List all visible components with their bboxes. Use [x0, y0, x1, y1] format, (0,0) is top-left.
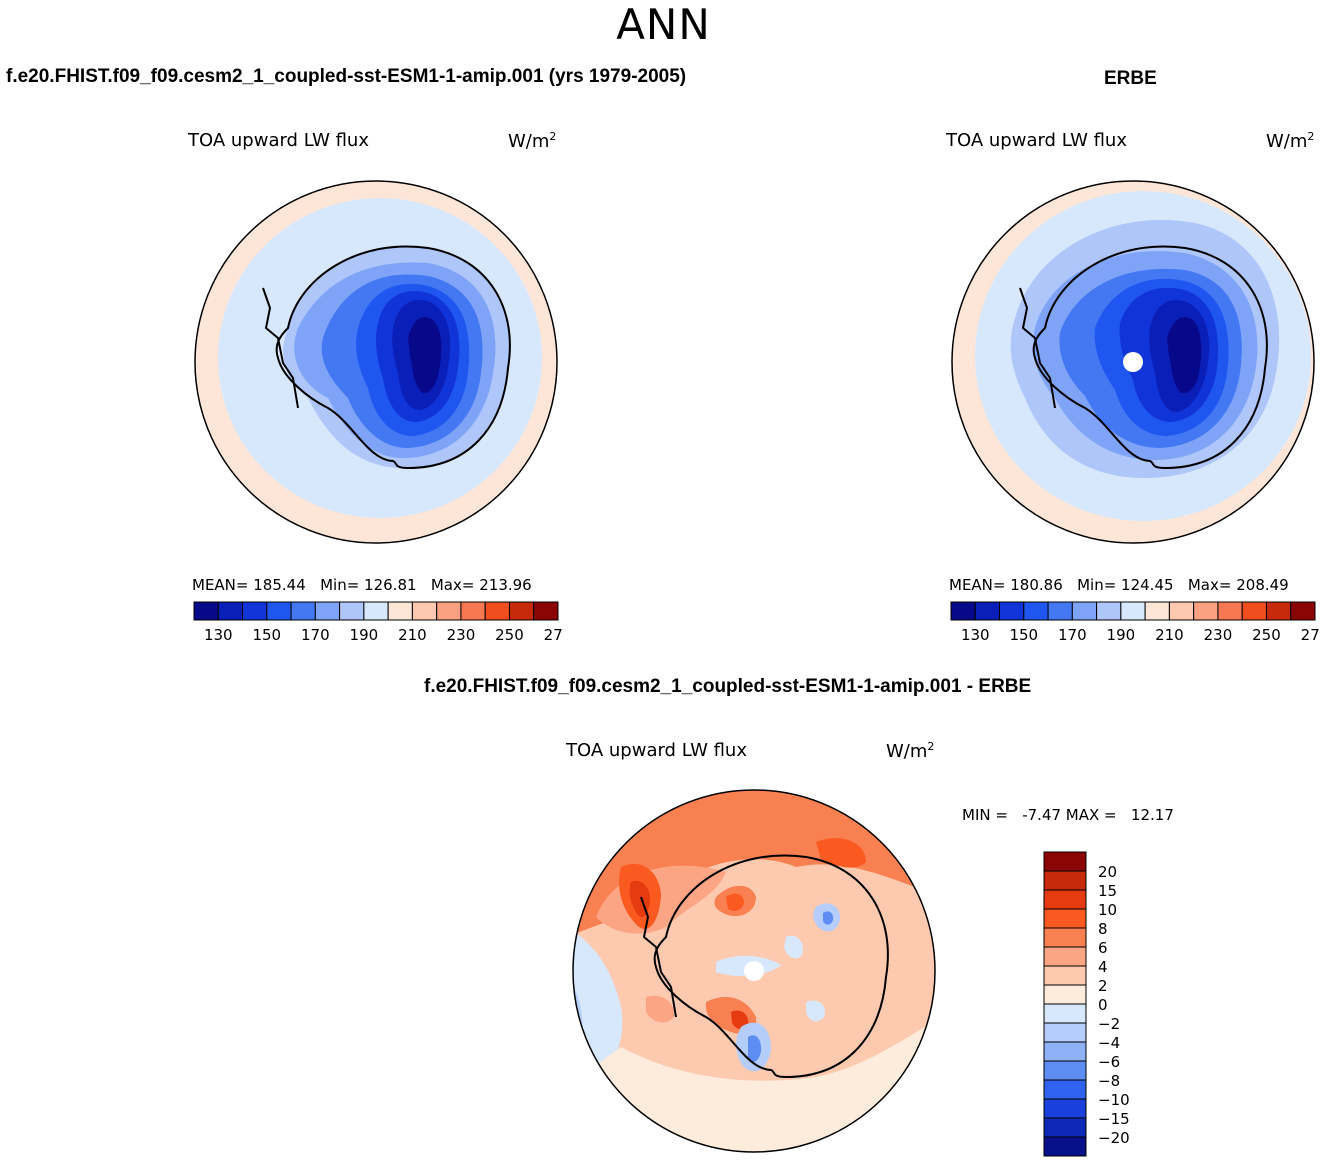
colorbar-swatch	[460, 601, 486, 621]
colorbar-swatch	[1043, 908, 1087, 929]
colorbar-tick-label: 230	[447, 626, 476, 644]
colorbar-tick-label: −10	[1098, 1091, 1130, 1109]
colorbar-tick-label: −15	[1098, 1110, 1130, 1128]
test-polar-map	[194, 180, 558, 544]
colorbar-swatch	[1290, 601, 1316, 621]
colorbar-swatch	[950, 601, 976, 621]
colorbar-swatch	[1193, 601, 1219, 621]
colorbar-swatch	[1043, 1022, 1087, 1043]
obs-colorbar: 130 150 170 190 210 230 250 270	[950, 601, 1319, 644]
colorbar-swatch	[387, 601, 413, 621]
colorbar-tick-label: 10	[1098, 901, 1117, 919]
test-units-label: W/m2	[508, 130, 557, 152]
obs-units-label: W/m2	[1266, 130, 1315, 152]
colorbar-swatch	[314, 601, 341, 621]
colorbar-swatch	[1241, 601, 1267, 621]
colorbar-swatch	[1043, 870, 1087, 891]
colorbar-swatch	[436, 601, 462, 621]
colorbar-tick-label: −20	[1098, 1129, 1130, 1147]
colorbar-swatch	[1096, 601, 1122, 621]
colorbar-tick-label: 15	[1098, 882, 1117, 900]
diff-minmax: MIN = -7.47 MAX = 12.17	[962, 806, 1174, 824]
colorbar-tick-label: 130	[961, 626, 990, 644]
colorbar-tick-label: 210	[398, 626, 427, 644]
obs-stats: MEAN= 180.86 Min= 124.45 Max= 208.49	[949, 576, 1289, 594]
colorbar-swatch	[290, 601, 316, 621]
colorbar-swatch	[1043, 1079, 1087, 1100]
colorbar-swatch	[266, 601, 292, 621]
colorbar-swatch	[1043, 946, 1087, 967]
colorbar-swatch	[1144, 601, 1170, 621]
colorbar-swatch	[411, 601, 438, 621]
colorbar-swatch	[999, 601, 1025, 621]
colorbar-swatch	[1071, 601, 1098, 621]
colorbar-swatch	[193, 601, 219, 621]
colorbar-tick-label: 150	[252, 626, 281, 644]
test-colorbar: 130 150 170 190 210 230 250 270	[193, 601, 562, 644]
colorbar-swatch	[508, 601, 535, 621]
diff-units-label: W/m2	[886, 740, 935, 762]
colorbar-tick-label: 210	[1155, 626, 1184, 644]
colorbar-tick-label: 4	[1098, 958, 1108, 976]
test-case-title: f.e20.FHIST.f09_f09.cesm2_1_coupled-sst-…	[6, 66, 687, 87]
colorbar-tick-label: 270	[1301, 626, 1319, 644]
obs-polar-map	[951, 180, 1315, 544]
colorbar-swatch	[363, 601, 389, 621]
colorbar-tick-label: 250	[1252, 626, 1281, 644]
colorbar-tick-label: 190	[1107, 626, 1136, 644]
colorbar-swatch	[217, 601, 244, 621]
colorbar-tick-label: 20	[1098, 863, 1117, 881]
colorbar-swatch	[339, 601, 365, 621]
colorbar-tick-label: 230	[1204, 626, 1233, 644]
colorbar-swatch	[1043, 965, 1087, 986]
diff-polar-map	[572, 789, 936, 1153]
colorbar-tick-label: 2	[1098, 977, 1108, 995]
colorbar-swatch	[974, 601, 1001, 621]
colorbar-tick-label: −4	[1098, 1034, 1120, 1052]
season-title: ANN	[616, 0, 711, 49]
colorbar-swatch	[1043, 984, 1087, 1005]
colorbar-swatch	[1043, 1117, 1087, 1138]
colorbar-tick-label: −2	[1098, 1015, 1120, 1033]
colorbar-swatch	[533, 601, 559, 621]
colorbar-tick-label: 170	[301, 626, 330, 644]
colorbar-tick-label: 250	[495, 626, 524, 644]
colorbar-swatch	[1043, 1060, 1087, 1081]
colorbar-tick-label: 8	[1098, 920, 1108, 938]
colorbar-tick-label: 6	[1098, 939, 1108, 957]
colorbar-swatch	[1168, 601, 1195, 621]
colorbar-swatch	[1120, 601, 1146, 621]
colorbar-tick-label: −6	[1098, 1053, 1120, 1071]
test-variable-label: TOA upward LW flux	[188, 130, 369, 151]
colorbar-swatch	[1043, 1136, 1087, 1157]
obs-variable-label: TOA upward LW flux	[946, 130, 1127, 151]
colorbar-swatch	[1217, 601, 1243, 621]
colorbar-tick-label: 190	[350, 626, 379, 644]
colorbar-swatch	[242, 601, 268, 621]
colorbar-tick-label: 0	[1098, 996, 1108, 1014]
colorbar-swatch	[1043, 851, 1087, 872]
colorbar-swatch	[1043, 1041, 1087, 1062]
colorbar-swatch	[1023, 601, 1049, 621]
colorbar-swatch	[484, 601, 510, 621]
colorbar-swatch	[1043, 1098, 1087, 1119]
colorbar-swatch	[1043, 1003, 1087, 1024]
colorbar-swatch	[1043, 889, 1087, 910]
colorbar-swatch	[1265, 601, 1292, 621]
colorbar-tick-label: 270	[544, 626, 562, 644]
colorbar-tick-label: −8	[1098, 1072, 1120, 1090]
colorbar-swatch	[1043, 927, 1087, 948]
obs-case-title: ERBE	[1104, 68, 1157, 89]
colorbar-tick-label: 150	[1009, 626, 1038, 644]
colorbar-tick-label: 170	[1058, 626, 1087, 644]
colorbar-swatch	[1047, 601, 1073, 621]
diff-case-title: f.e20.FHIST.f09_f09.cesm2_1_coupled-sst-…	[424, 676, 1032, 697]
test-stats: MEAN= 185.44 Min= 126.81 Max= 213.96	[192, 576, 532, 594]
diff-variable-label: TOA upward LW flux	[566, 740, 747, 761]
colorbar-tick-label: 130	[204, 626, 233, 644]
